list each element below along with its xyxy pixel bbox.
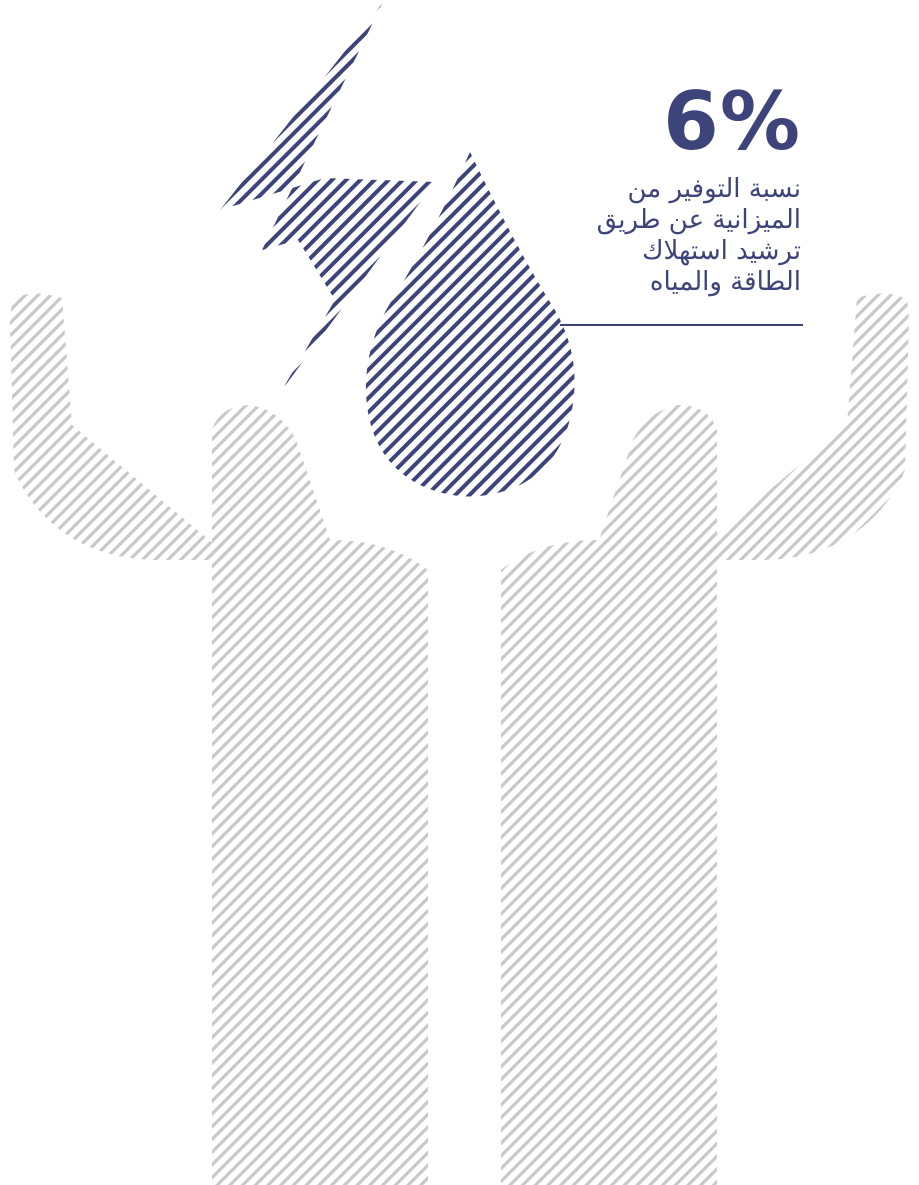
caption-line: نسبة التوفير من — [627, 174, 801, 204]
caption-line: الطاقة والمياه — [649, 267, 801, 297]
right-person-body — [501, 540, 717, 1185]
caption-line: الميزانية عن طريق — [596, 205, 801, 235]
lightning-bolt-icon — [220, 4, 435, 390]
right-person-icon — [501, 293, 909, 1185]
savings-stat: 6% نسبة التوفير من الميزانية عن طريق ترش… — [541, 76, 801, 298]
left-person-arm-left — [10, 293, 215, 560]
stat-value: 6% — [663, 75, 801, 168]
stat-caption: نسبة التوفير من الميزانية عن طريق ترشيد … — [541, 174, 801, 298]
caption-line: ترشيد استهلاك — [642, 236, 801, 266]
left-person-body — [212, 540, 428, 1185]
right-person-arm-right — [704, 293, 909, 560]
water-drop-icon — [365, 152, 575, 497]
left-person-arm-right — [212, 405, 330, 560]
right-person-arm-left — [599, 405, 717, 560]
left-person-icon — [10, 293, 428, 1185]
